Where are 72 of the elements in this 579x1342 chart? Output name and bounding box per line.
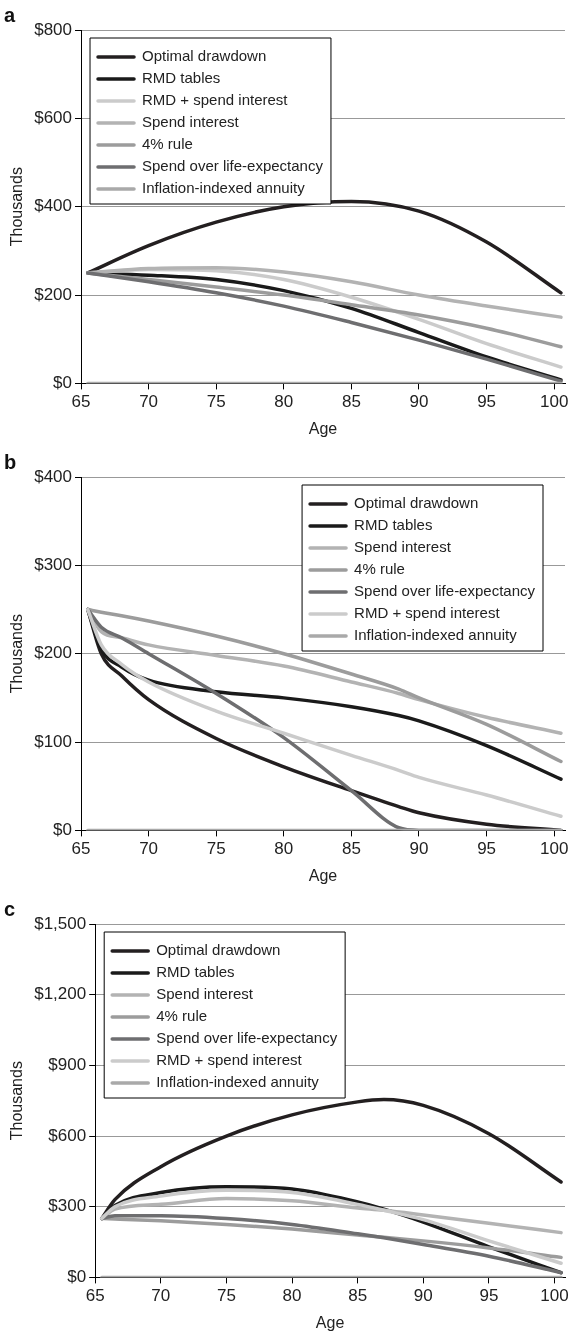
legend-label: Spend over life-expectancy	[156, 1029, 338, 1047]
legend-label: Spend over life-expectancy	[354, 582, 536, 600]
y-tick-label: $600	[48, 1125, 87, 1145]
y-axis-title: Thousands	[8, 1061, 26, 1141]
x-tick-label: 70	[139, 392, 159, 412]
x-tick-label: 65	[71, 839, 91, 859]
x-tick-label: 70	[151, 1286, 171, 1306]
legend-label: Spend interest	[156, 985, 254, 1003]
x-axis-title: Age	[315, 1313, 345, 1331]
x-tick-label: 100	[540, 1286, 569, 1306]
chart-title: c	[4, 897, 16, 920]
line-series	[100, 1213, 563, 1275]
legend-label: RMD tables	[156, 963, 235, 981]
legend-label: 4% rule	[156, 1007, 208, 1025]
legend-label: Inflation-indexed annuity	[156, 1073, 320, 1091]
legend-label: Spend interest	[354, 538, 452, 556]
x-tick-label: 95	[477, 839, 497, 859]
x-tick-label: 100	[540, 392, 569, 412]
legend-label: RMD + spend interest	[142, 91, 289, 109]
x-tick-label: 90	[413, 1286, 433, 1306]
y-tick-label: $800	[34, 19, 73, 39]
y-tick-label: $0	[53, 373, 73, 393]
x-tick-label: 100	[540, 839, 569, 859]
y-tick-label: $400	[34, 196, 73, 216]
x-tick-label: 70	[139, 839, 159, 859]
y-tick-label: $1,500	[34, 913, 87, 933]
x-tick-label: 75	[216, 1286, 236, 1306]
line-series	[86, 199, 563, 295]
x-tick-label: 90	[409, 392, 429, 412]
legend-label: RMD tables	[354, 516, 433, 534]
y-tick-label: $0	[53, 820, 73, 840]
x-tick-label: 80	[274, 392, 294, 412]
y-tick-label: $300	[48, 1196, 87, 1216]
x-tick-label: 75	[206, 839, 226, 859]
x-tick-label: 65	[85, 1286, 105, 1306]
x-tick-label: 75	[206, 392, 226, 412]
x-tick-label: 85	[348, 1286, 368, 1306]
x-tick-label: 95	[479, 1286, 499, 1306]
y-tick-label: $100	[34, 731, 73, 751]
x-tick-label: 65	[71, 392, 91, 412]
legend-label: Optimal drawdown	[354, 494, 479, 512]
legend-label: Spend interest	[142, 113, 240, 131]
legend-label: RMD tables	[142, 69, 221, 87]
y-tick-label: $200	[34, 284, 73, 304]
y-tick-label: $400	[34, 466, 73, 486]
legend-label: 4% rule	[142, 135, 193, 153]
x-tick-label: 80	[282, 1286, 302, 1306]
x-tick-label: 95	[477, 392, 497, 412]
y-axis-title: Thousands	[8, 614, 26, 694]
x-tick-label: 85	[341, 392, 361, 412]
y-tick-label: $0	[67, 1267, 87, 1287]
legend-label: Inflation-indexed annuity	[354, 626, 518, 644]
y-tick-label: $600	[34, 108, 73, 128]
chart-title: b	[4, 450, 17, 473]
x-axis-title: Age	[308, 866, 338, 884]
y-tick-label: $900	[48, 1055, 87, 1075]
chart-title: a	[4, 3, 16, 26]
legend-label: 4% rule	[354, 560, 405, 578]
y-tick-label: $200	[34, 643, 73, 663]
legend-label: Optimal drawdown	[156, 941, 281, 959]
y-axis-title: Thousands	[8, 167, 26, 247]
x-tick-label: 80	[274, 839, 294, 859]
legend-label: Spend over life-expectancy	[142, 157, 324, 175]
legend-label: Optimal drawdown	[142, 47, 267, 65]
y-tick-label: $300	[34, 555, 73, 575]
legend-label: RMD + spend interest	[354, 604, 501, 622]
x-tick-label: 85	[341, 839, 361, 859]
x-axis-title: Age	[308, 419, 338, 437]
legend-label: RMD + spend interest	[156, 1051, 303, 1069]
y-tick-label: $1,200	[34, 984, 87, 1004]
x-tick-label: 90	[409, 839, 429, 859]
legend-label: Inflation-indexed annuity	[142, 179, 306, 197]
